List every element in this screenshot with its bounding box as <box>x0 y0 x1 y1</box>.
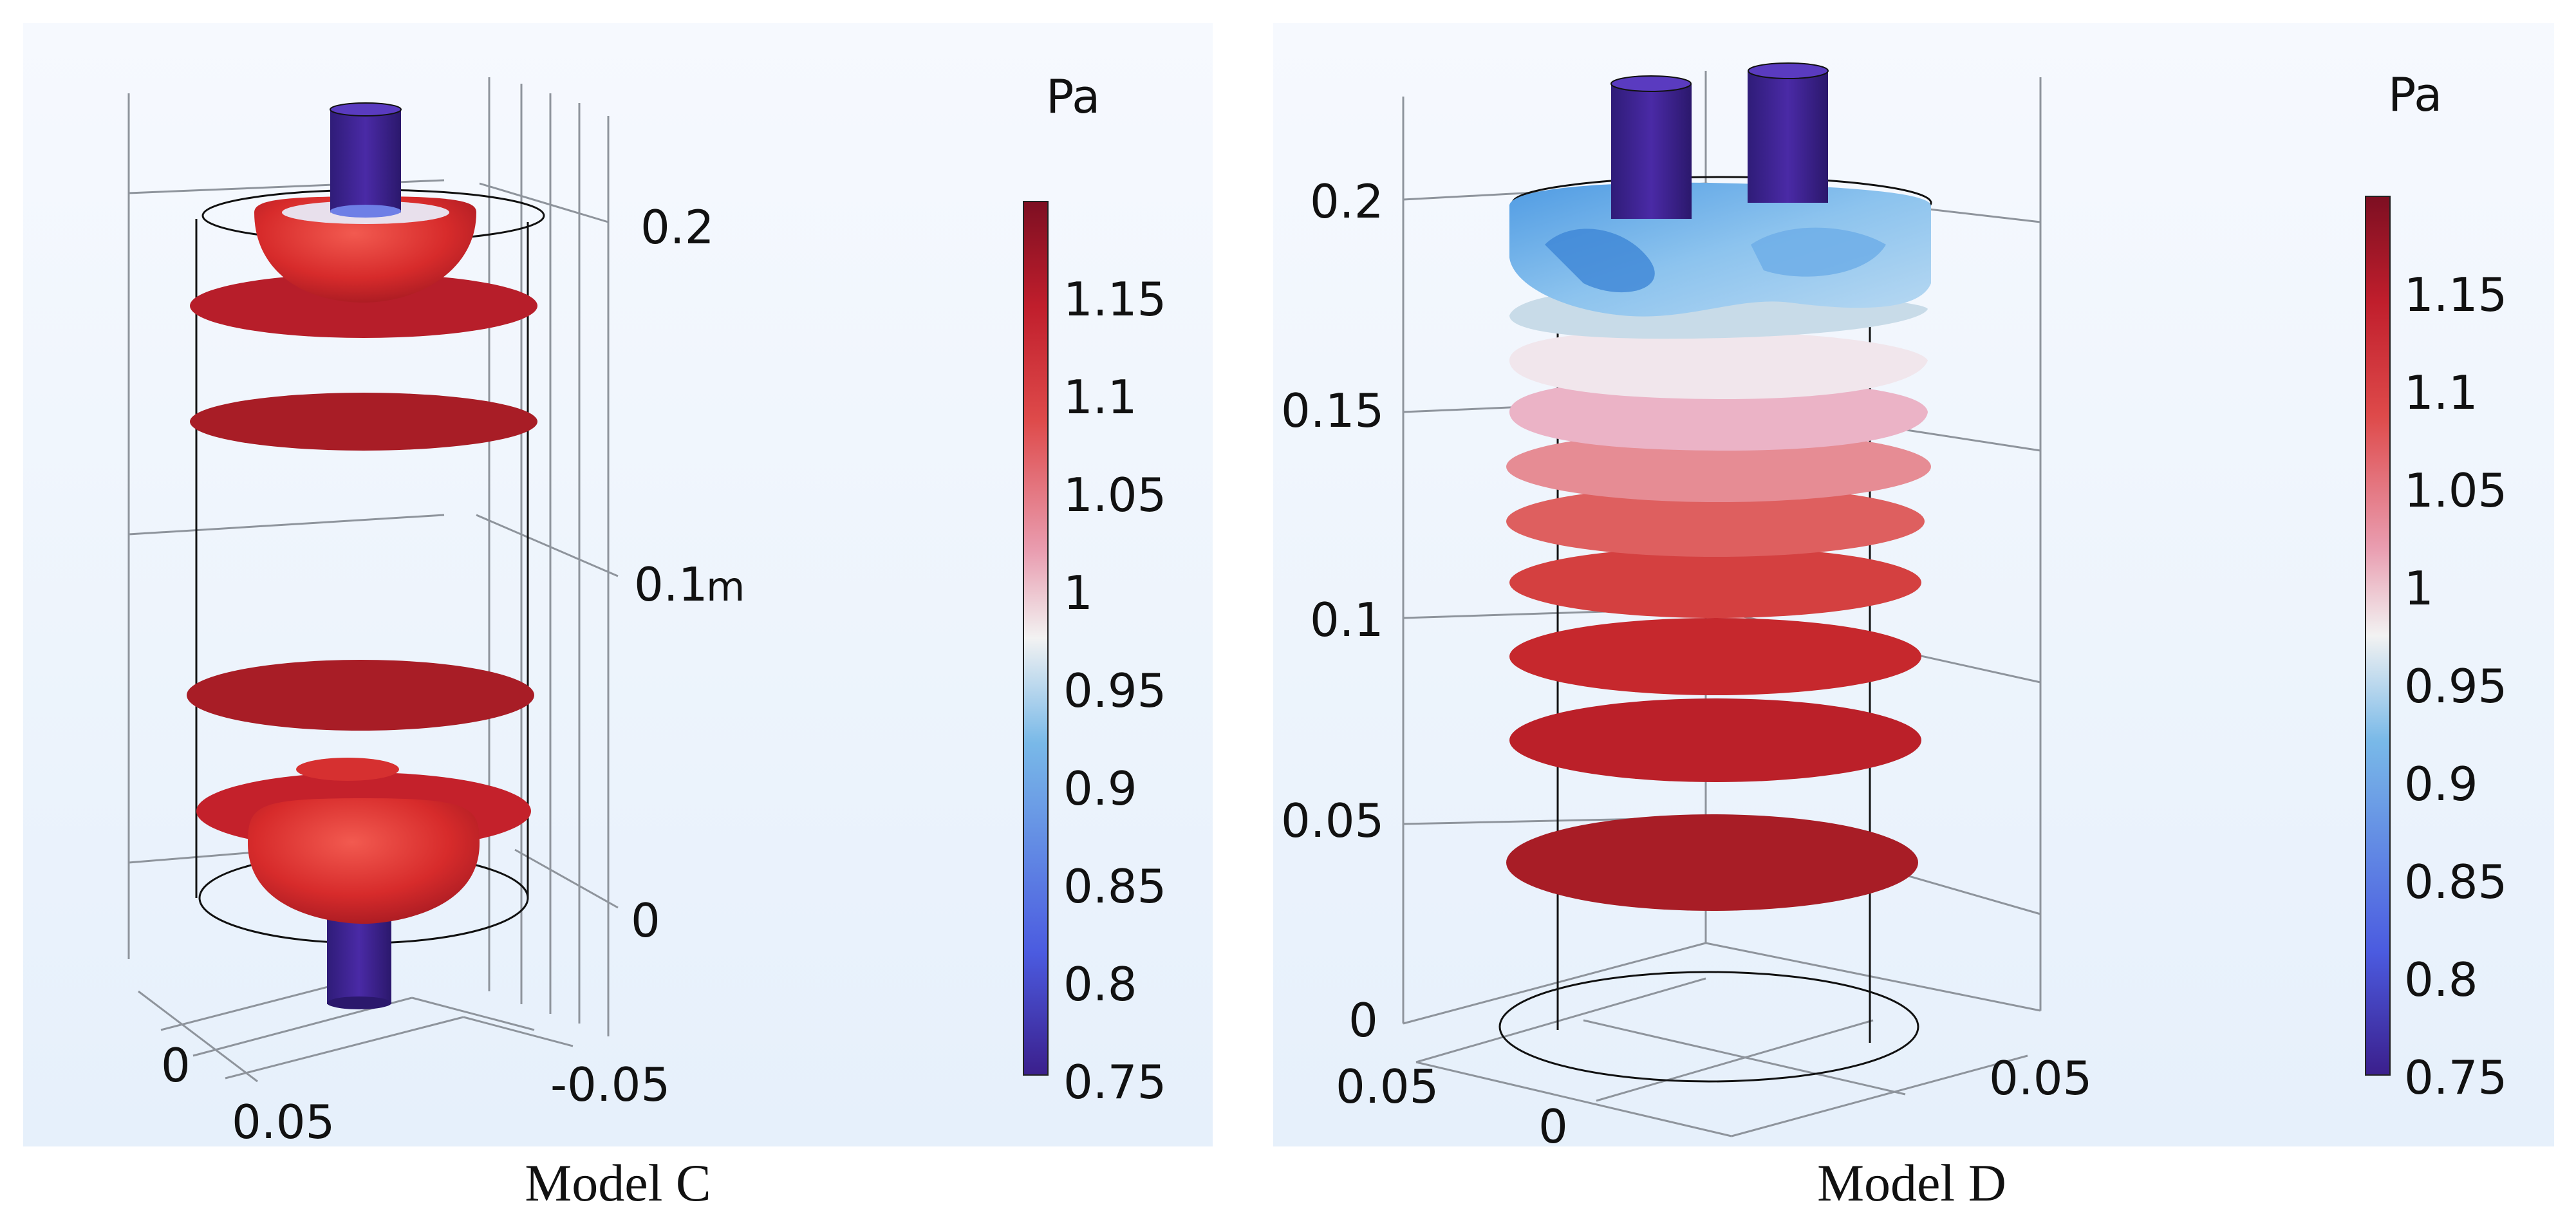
model-c-outlet-pipe <box>327 914 391 1004</box>
model-c-colorbar-unit: Pa <box>1046 70 1100 124</box>
model-d-panel: 0.2 0.15 0.1 0.05 0 0.05 0 0.05 Pa 1.15 1… <box>1273 23 2554 1212</box>
model-c-colorbar-gradient <box>1023 201 1049 1076</box>
model-c-isosurface-disc-lower <box>187 660 534 731</box>
model-c-isosurface-top-dome <box>254 196 476 303</box>
model-c-colorbar: Pa 1.15 1.1 1.05 1 0.95 0.9 0.85 0.8 0.75 <box>1023 70 1166 1109</box>
model-d-z-tick: 0.1 <box>1310 593 1384 647</box>
colorbar-tick-label: 1.1 <box>1063 370 1137 424</box>
model-d-isosurface-red <box>1509 618 1921 695</box>
colorbar-tick-label: 0.95 <box>2404 659 2507 713</box>
colorbar-tick-label: 1.1 <box>2404 366 2478 420</box>
model-d-colorbar: Pa 1.15 1.1 1.05 1 0.95 0.9 0.85 0.8 0.75 <box>2365 68 2507 1105</box>
model-d-z-tick: 0.2 <box>1310 174 1384 229</box>
model-d-colorbar-gradient <box>2365 196 2391 1076</box>
model-c-z-tick: 0.1 <box>634 557 708 612</box>
model-c-z-tick: 0 <box>631 893 660 948</box>
model-d-isosurface-pink <box>1509 379 1928 451</box>
model-c-isosurface-bottom-dome <box>248 798 480 924</box>
colorbar-tick-label: 0.95 <box>1063 664 1166 718</box>
model-d-isosurface-light-red <box>1509 547 1921 618</box>
colorbar-tick-label: 0.85 <box>1063 859 1166 913</box>
model-d-x-tick: 0.05 <box>1336 1060 1439 1114</box>
colorbar-tick-label: 1.05 <box>1063 468 1166 522</box>
colorbar-tick-label: 1 <box>2404 561 2434 615</box>
model-d-isosurface-red <box>1509 698 1921 782</box>
model-c-z-tick: 0.2 <box>640 200 714 254</box>
model-d-caption: Model D <box>1817 1154 2006 1212</box>
model-c-isosurface-top-disc <box>190 274 537 338</box>
colorbar-tick-label: 0.9 <box>1063 762 1137 816</box>
colorbar-tick-label: 1.05 <box>2404 463 2507 518</box>
colorbar-tick-label: 0.75 <box>2404 1051 2507 1105</box>
model-c-background <box>23 23 1213 1146</box>
model-d-y-tick: 0.05 <box>1989 1051 2092 1105</box>
model-c-y-tick: -0.05 <box>550 1058 670 1112</box>
colorbar-tick-label: 0.8 <box>1063 957 1137 1011</box>
model-c-inlet-pipe <box>330 109 401 212</box>
model-d-isosurface-white <box>1509 330 1928 399</box>
model-d-z-tick: 0 <box>1349 993 1378 1047</box>
model-d-inlet-pipe-right <box>1748 71 1828 203</box>
model-c-x-tick: 0.05 <box>232 1095 335 1149</box>
model-d-z-tick: 0.15 <box>1281 384 1384 438</box>
model-c-isosurface-disc-upper <box>190 393 537 451</box>
colorbar-tick-label: 0.75 <box>1063 1055 1166 1109</box>
model-d-isosurface-light-pink <box>1506 431 1931 502</box>
model-d-isosurface-dark-red <box>1506 814 1918 911</box>
colorbar-tick-label: 0.9 <box>2404 757 2478 811</box>
colorbar-tick-label: 1.15 <box>1063 272 1166 326</box>
colorbar-tick-label: 0.85 <box>2404 855 2507 909</box>
model-d-isosurface-salmon <box>1506 486 1925 557</box>
model-d-x-tick: 0 <box>1538 1099 1568 1154</box>
model-c-z-unit: m <box>706 563 745 610</box>
model-d-z-tick: 0.05 <box>1281 794 1384 848</box>
model-c-caption: Model C <box>525 1154 711 1212</box>
model-d-colorbar-unit: Pa <box>2388 68 2442 122</box>
colorbar-tick-label: 1.15 <box>2404 268 2507 322</box>
model-d-inlet-pipe-left <box>1611 84 1692 219</box>
model-c-axes-grid <box>127 77 619 1083</box>
colorbar-tick-label: 1 <box>1063 566 1093 620</box>
model-c-x-tick: 0 <box>161 1038 191 1092</box>
colorbar-tick-label: 0.8 <box>2404 953 2478 1007</box>
model-c-panel: 0.2 0.1 m 0 0 0.05 -0.05 Pa 1.15 1.1 1.05 1… <box>23 23 1213 1212</box>
